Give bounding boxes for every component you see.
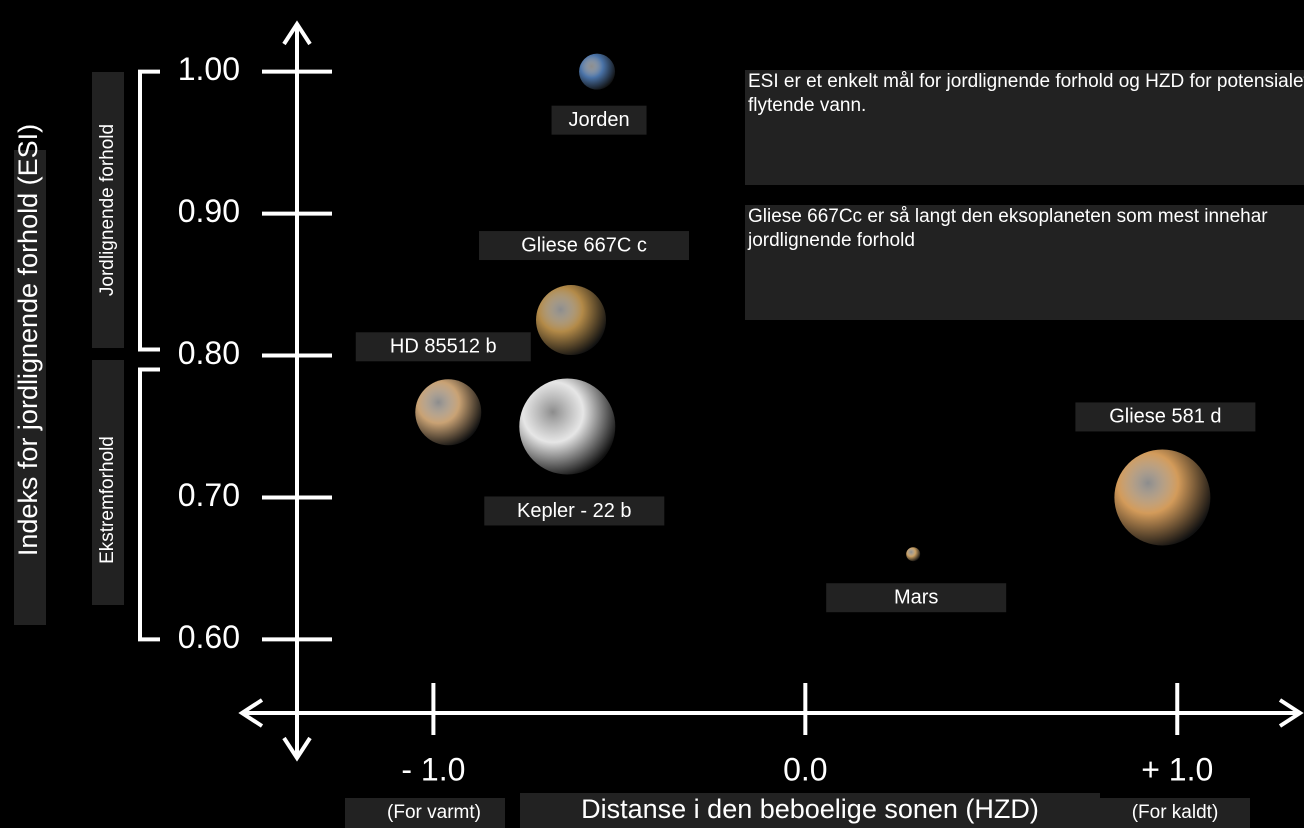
y-tick-label: 0.70: [178, 477, 240, 513]
label-box: [551, 105, 647, 135]
planet: [415, 379, 482, 446]
planet-label: Gliese 667C c: [521, 234, 647, 256]
y-tick-label: 0.80: [178, 335, 240, 371]
label-box: [1075, 402, 1256, 432]
planet-label: Kepler - 22 b: [517, 500, 632, 522]
planet: [906, 547, 921, 562]
label-box: [520, 793, 1100, 828]
label-box: [355, 332, 531, 362]
x-axis-title: Distanse i den beboelige sonen (HZD): [581, 794, 1039, 824]
note: ESI er et enkelt mål for jordlignende fo…: [748, 71, 1304, 116]
bracket: [138, 69, 160, 352]
label-box: [484, 496, 665, 526]
y-tick-label: 0.60: [178, 619, 240, 655]
x-tick-label: - 1.0: [401, 751, 465, 787]
planet-label: Mars: [894, 586, 938, 608]
note: Gliese 667Cc er så langt den eksoplanete…: [748, 206, 1268, 251]
label-box: [479, 231, 690, 261]
planet-label: HD 85512 b: [390, 336, 497, 358]
note-box: Gliese 667Cc er så langt den eksoplanete…: [745, 205, 1304, 320]
note-box: ESI er et enkelt mål for jordlignende fo…: [745, 70, 1304, 185]
x-annotation: (For varmt): [387, 802, 481, 823]
planet: [519, 378, 616, 475]
label-box: [92, 72, 124, 348]
label-box: [1100, 798, 1250, 828]
label-box: [92, 360, 124, 605]
axes: [238, 20, 1304, 762]
planet-label: Gliese 581 d: [1109, 406, 1221, 428]
x-tick-label: 0.0: [783, 751, 827, 787]
y-tick-label: 0.90: [178, 193, 240, 229]
y-axis-title: Indeks for jordlignende forhold (ESI): [13, 124, 43, 556]
label-box: [826, 583, 1007, 613]
bracket-label: Jordlignende forhold: [97, 124, 118, 296]
planet-label: Jorden: [568, 109, 629, 131]
label-box: [14, 150, 46, 625]
y-tick-label: 1.00: [178, 51, 240, 87]
planet: [1114, 449, 1211, 546]
bracket-label: Ekstremforhold: [97, 436, 118, 564]
planet: [579, 53, 616, 90]
planet: [536, 285, 607, 356]
label-box: [345, 798, 505, 828]
bracket: [138, 367, 160, 642]
x-tick-label: + 1.0: [1141, 751, 1213, 787]
x-annotation: (For kaldt): [1132, 802, 1219, 823]
